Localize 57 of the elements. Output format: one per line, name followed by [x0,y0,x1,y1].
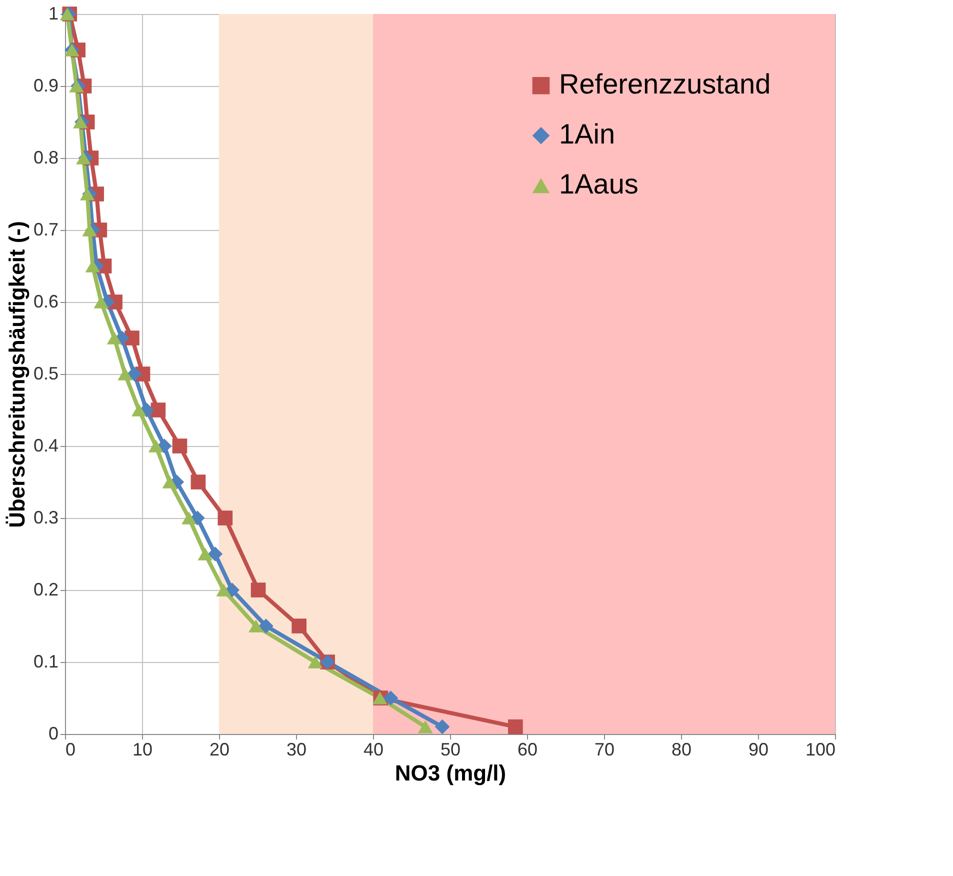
point [418,720,433,734]
point [124,330,140,346]
x-tick-label: 10 [132,740,153,760]
point [248,620,264,632]
y-tick-label: 0.6 [33,292,58,312]
x-tick-label: 20 [209,740,230,760]
legend-label: 1Ain [559,118,616,150]
y-tick-label: 0 [48,724,58,744]
point [172,438,188,454]
point [216,584,232,596]
point [258,618,274,634]
point [292,618,306,634]
point [208,546,223,562]
x-tick-label: 90 [748,740,769,760]
point [434,719,450,734]
point [182,512,196,524]
x-tick-label: 0 [66,740,76,760]
x-tick-label: 80 [671,740,692,760]
point [150,402,166,418]
y-tick-label: 0.1 [33,652,58,672]
point [76,152,91,164]
x-tick-label: 70 [594,740,615,760]
legend-label: 1Aaus [559,168,638,200]
point [190,474,206,490]
point [508,719,523,734]
point [198,548,213,560]
y-tick-label: 0.8 [33,148,58,168]
x-tick-label: 30 [286,740,307,760]
point [80,188,95,200]
y-tick-label: 0.2 [33,580,58,600]
x-axis-title: NO3 (mg/l) [394,760,506,786]
y-tick-label: 0.3 [33,508,58,528]
point [126,366,142,382]
point [383,690,398,706]
point [132,404,146,416]
point [308,656,323,668]
point [148,440,164,452]
y-tick-label: 1 [48,4,58,24]
y-tick-label: 0.5 [33,364,58,384]
y-tick-label: 0.7 [33,220,58,240]
point [218,510,233,526]
y-axis-title: Überschreitungshäufigkeit (-) [4,221,30,528]
x-tick-label: 50 [440,740,461,760]
point [94,296,109,308]
point [118,368,132,380]
point [106,332,122,344]
y-tick-label: 0.4 [33,436,58,456]
point [250,582,266,598]
point [162,476,178,488]
y-tick-label: 0.9 [33,76,58,96]
point [82,224,98,236]
x-tick-label: 100 [805,740,836,760]
point [156,438,172,454]
x-tick-label: 60 [517,740,538,760]
legend-label: Referenzzustand [559,68,771,100]
point [85,260,100,272]
x-tick-label: 40 [363,740,384,760]
